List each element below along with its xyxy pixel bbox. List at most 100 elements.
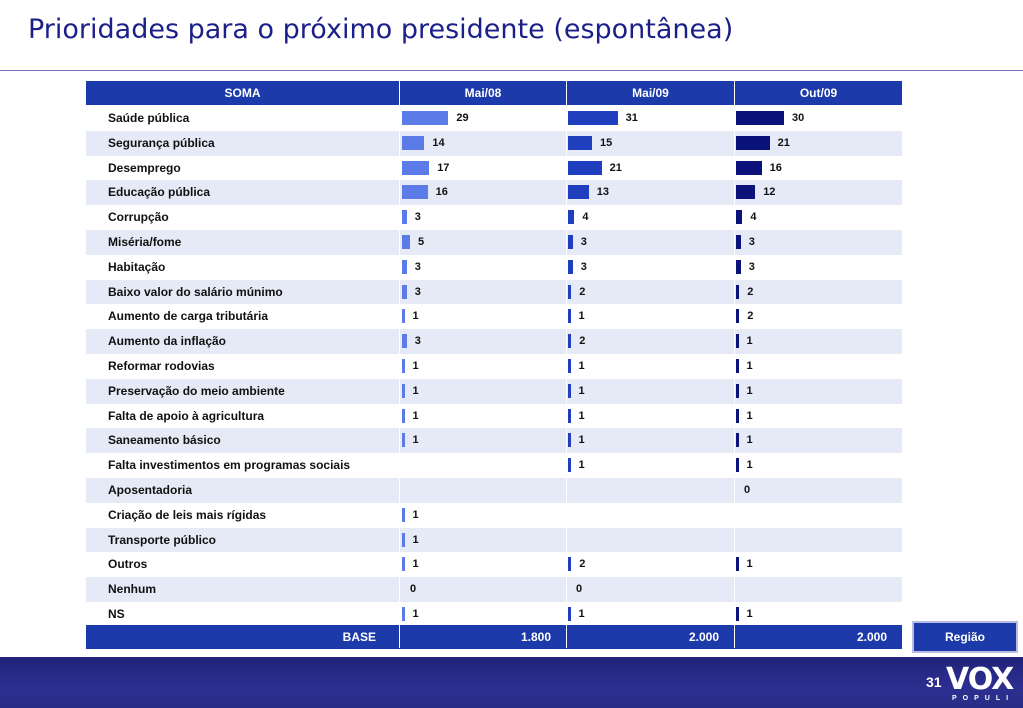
bar-mai08 bbox=[402, 111, 449, 125]
data-label: 1 bbox=[746, 459, 753, 472]
bar-mai09 bbox=[568, 433, 571, 448]
category-label: Outros bbox=[108, 557, 148, 572]
title-divider bbox=[0, 70, 1023, 71]
bar-out09 bbox=[736, 185, 756, 200]
data-label: 15 bbox=[600, 136, 613, 149]
category-label: Aumento da inflação bbox=[108, 334, 227, 349]
bar-out09 bbox=[736, 135, 770, 150]
data-label: 0 bbox=[744, 484, 751, 496]
data-label: 30 bbox=[792, 112, 805, 124]
data-label: 1 bbox=[412, 558, 419, 571]
data-label: 3 bbox=[580, 236, 587, 248]
bar-out09 bbox=[736, 284, 740, 299]
bar-mai08 bbox=[402, 607, 405, 621]
data-label: 3 bbox=[580, 260, 587, 273]
category-label: Criação de leis mais rígidas bbox=[108, 507, 267, 522]
category-label: Segurança pública bbox=[108, 135, 215, 150]
data-label: 17 bbox=[437, 161, 450, 174]
bar-out09 bbox=[736, 458, 739, 473]
table-row: Transporte público 1 bbox=[86, 527, 902, 553]
logo-subtext: POPULI bbox=[952, 695, 1015, 702]
base-value-mai08: 1.800 bbox=[520, 630, 551, 644]
bar-mai08 bbox=[402, 284, 407, 299]
bar-mai09 bbox=[568, 259, 573, 274]
column-header-soma: SOMA bbox=[86, 81, 399, 105]
bar-mai09 bbox=[568, 383, 571, 398]
category-label: Preservação do meio ambiente bbox=[108, 383, 285, 398]
data-label: 1 bbox=[578, 608, 585, 620]
logo-text: VOX bbox=[946, 662, 1014, 697]
data-label: 1 bbox=[746, 434, 753, 447]
bar-mai09 bbox=[568, 309, 571, 324]
base-value-mai09: 2.000 bbox=[688, 630, 719, 644]
data-label: 5 bbox=[418, 236, 425, 248]
bar-mai08 bbox=[402, 259, 407, 274]
data-label: 1 bbox=[412, 434, 419, 447]
table-row: Outros 1 2 1 bbox=[86, 552, 902, 577]
table-row: Falta investimentos em programas sociais… bbox=[86, 453, 902, 478]
data-label: 1 bbox=[412, 360, 419, 372]
bar-mai09 bbox=[568, 135, 592, 150]
category-label: Nenhum bbox=[108, 582, 156, 597]
data-label: 1 bbox=[578, 459, 585, 472]
data-label: 1 bbox=[412, 384, 419, 397]
data-label: 31 bbox=[625, 112, 638, 124]
data-label: 1 bbox=[412, 533, 419, 546]
data-label: 2 bbox=[579, 335, 586, 348]
column-header-out09: Out/09 bbox=[735, 81, 902, 105]
table-row: Nenhum 0 0 bbox=[86, 577, 902, 602]
category-label: Transporte público bbox=[108, 532, 217, 547]
bar-mai08 bbox=[402, 160, 430, 175]
data-label: 1 bbox=[412, 409, 419, 422]
data-label: 2 bbox=[747, 310, 754, 323]
table-row: NS 1 1 1 bbox=[86, 602, 902, 627]
data-label: 1 bbox=[746, 335, 753, 348]
table-row: Preservação do meio ambiente 1 1 1 bbox=[86, 378, 902, 404]
bar-mai09 bbox=[568, 557, 572, 572]
table-row: Segurança pública 14 15 21 bbox=[86, 130, 902, 156]
column-divider bbox=[566, 81, 567, 648]
category-label: Falta investimentos em programas sociais bbox=[108, 458, 351, 473]
bar-mai08 bbox=[402, 334, 407, 349]
data-label: 4 bbox=[582, 211, 589, 224]
data-label: 3 bbox=[414, 285, 421, 298]
bar-mai09 bbox=[568, 408, 571, 423]
data-label: 3 bbox=[414, 260, 421, 273]
bar-mai08 bbox=[402, 235, 410, 249]
category-label: Baixo valor do salário múnimo bbox=[108, 284, 283, 299]
bar-mai09 bbox=[568, 359, 571, 373]
table-row: Criação de leis mais rígidas 1 bbox=[86, 503, 902, 528]
data-label: 2 bbox=[747, 285, 754, 298]
data-label: 3 bbox=[748, 260, 755, 273]
bar-mai09 bbox=[568, 334, 572, 349]
table-row: Habitação 3 3 3 bbox=[86, 255, 902, 280]
category-label: Saúde pública bbox=[108, 111, 190, 125]
bar-mai09 bbox=[568, 185, 589, 200]
category-label: Desemprego bbox=[108, 160, 181, 175]
category-label: Miséria/fome bbox=[108, 235, 182, 249]
page-title: Prioridades para o próximo presidente (e… bbox=[28, 14, 734, 45]
category-label: Falta de apoio à agricultura bbox=[108, 408, 265, 423]
table-row: Reformar rodovias 1 1 1 bbox=[86, 354, 902, 379]
footer-bar bbox=[0, 657, 1023, 708]
bar-mai09 bbox=[568, 284, 572, 299]
column-divider bbox=[399, 81, 400, 648]
data-label: 21 bbox=[777, 136, 790, 149]
data-label: 3 bbox=[414, 211, 421, 224]
vox-populi-logo: VOX POPULI bbox=[946, 662, 1018, 704]
bar-mai08 bbox=[402, 185, 428, 200]
bar-mai08 bbox=[402, 408, 405, 423]
bar-mai09 bbox=[568, 160, 602, 175]
page-number: 31 bbox=[926, 674, 942, 690]
category-label: Habitação bbox=[108, 259, 166, 274]
bar-mai08 bbox=[402, 309, 405, 324]
region-button[interactable]: Região bbox=[912, 621, 1018, 653]
bar-mai09 bbox=[568, 210, 575, 225]
base-row: BASE 1.800 2.000 2.000 bbox=[86, 625, 902, 649]
data-label: 3 bbox=[748, 236, 755, 248]
table-row: Miséria/fome 5 3 3 bbox=[86, 230, 902, 255]
data-label: 0 bbox=[576, 583, 583, 596]
table-row: Corrupção 3 4 4 bbox=[86, 205, 902, 230]
category-label: Corrupção bbox=[108, 210, 169, 225]
data-label: 1 bbox=[746, 409, 753, 422]
